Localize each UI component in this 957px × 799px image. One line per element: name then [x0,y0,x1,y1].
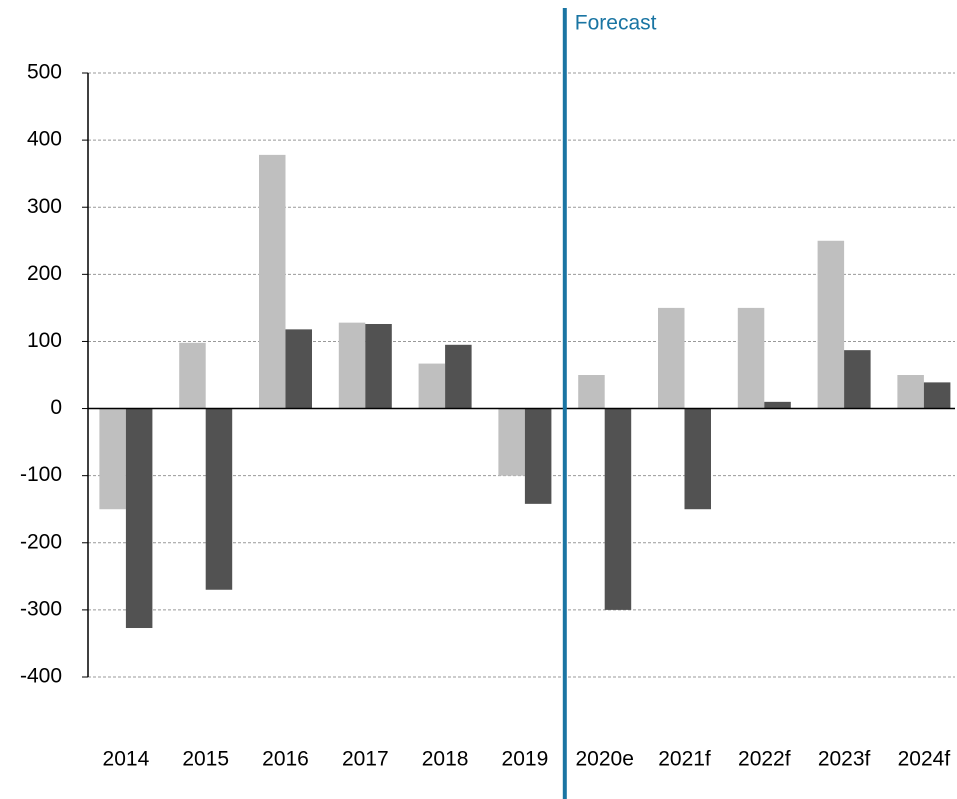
x-tick-label: 2023f [818,748,871,771]
bar [498,408,525,476]
x-tick-label: 2014 [103,748,150,771]
bar [764,401,791,409]
bar [125,408,153,629]
y-tick-label: 400 [27,128,62,151]
bar [844,350,871,409]
x-tick-label: 2017 [342,748,389,771]
bar [285,329,312,409]
bar [365,323,392,409]
bar [338,322,366,409]
x-tick-label: 2020e [575,748,633,771]
y-tick-label: 100 [27,329,62,352]
y-tick-label: -400 [20,665,62,688]
bar [99,408,126,510]
x-tick-label: 2021f [658,748,711,771]
y-tick-label: 200 [27,262,62,285]
bar [418,363,446,409]
x-tick-label: 2015 [182,748,229,771]
y-tick-label: -200 [20,530,62,553]
y-tick-label: 500 [27,61,62,84]
x-tick-label: 2022f [738,748,791,771]
bar [524,408,552,504]
bar [817,240,845,409]
y-tick-label: 300 [27,195,62,218]
y-tick-label: -300 [20,597,62,620]
bar [604,408,632,610]
annotation: Forecast [575,12,657,35]
x-tick-label: 2019 [502,748,549,771]
y-tick-label: 0 [50,396,62,419]
x-tick-label: 2016 [262,748,309,771]
bar [658,307,685,409]
bar [205,408,233,590]
bar [578,375,605,409]
x-tick-label: 2018 [422,748,469,771]
y-tick-label: -100 [20,463,62,486]
bar [259,154,286,409]
bar [445,344,472,409]
bar [737,307,765,409]
bar [179,342,206,409]
bar [923,382,951,409]
x-tick-label: 2024f [898,748,951,771]
bar [897,375,924,409]
bar [684,408,711,510]
